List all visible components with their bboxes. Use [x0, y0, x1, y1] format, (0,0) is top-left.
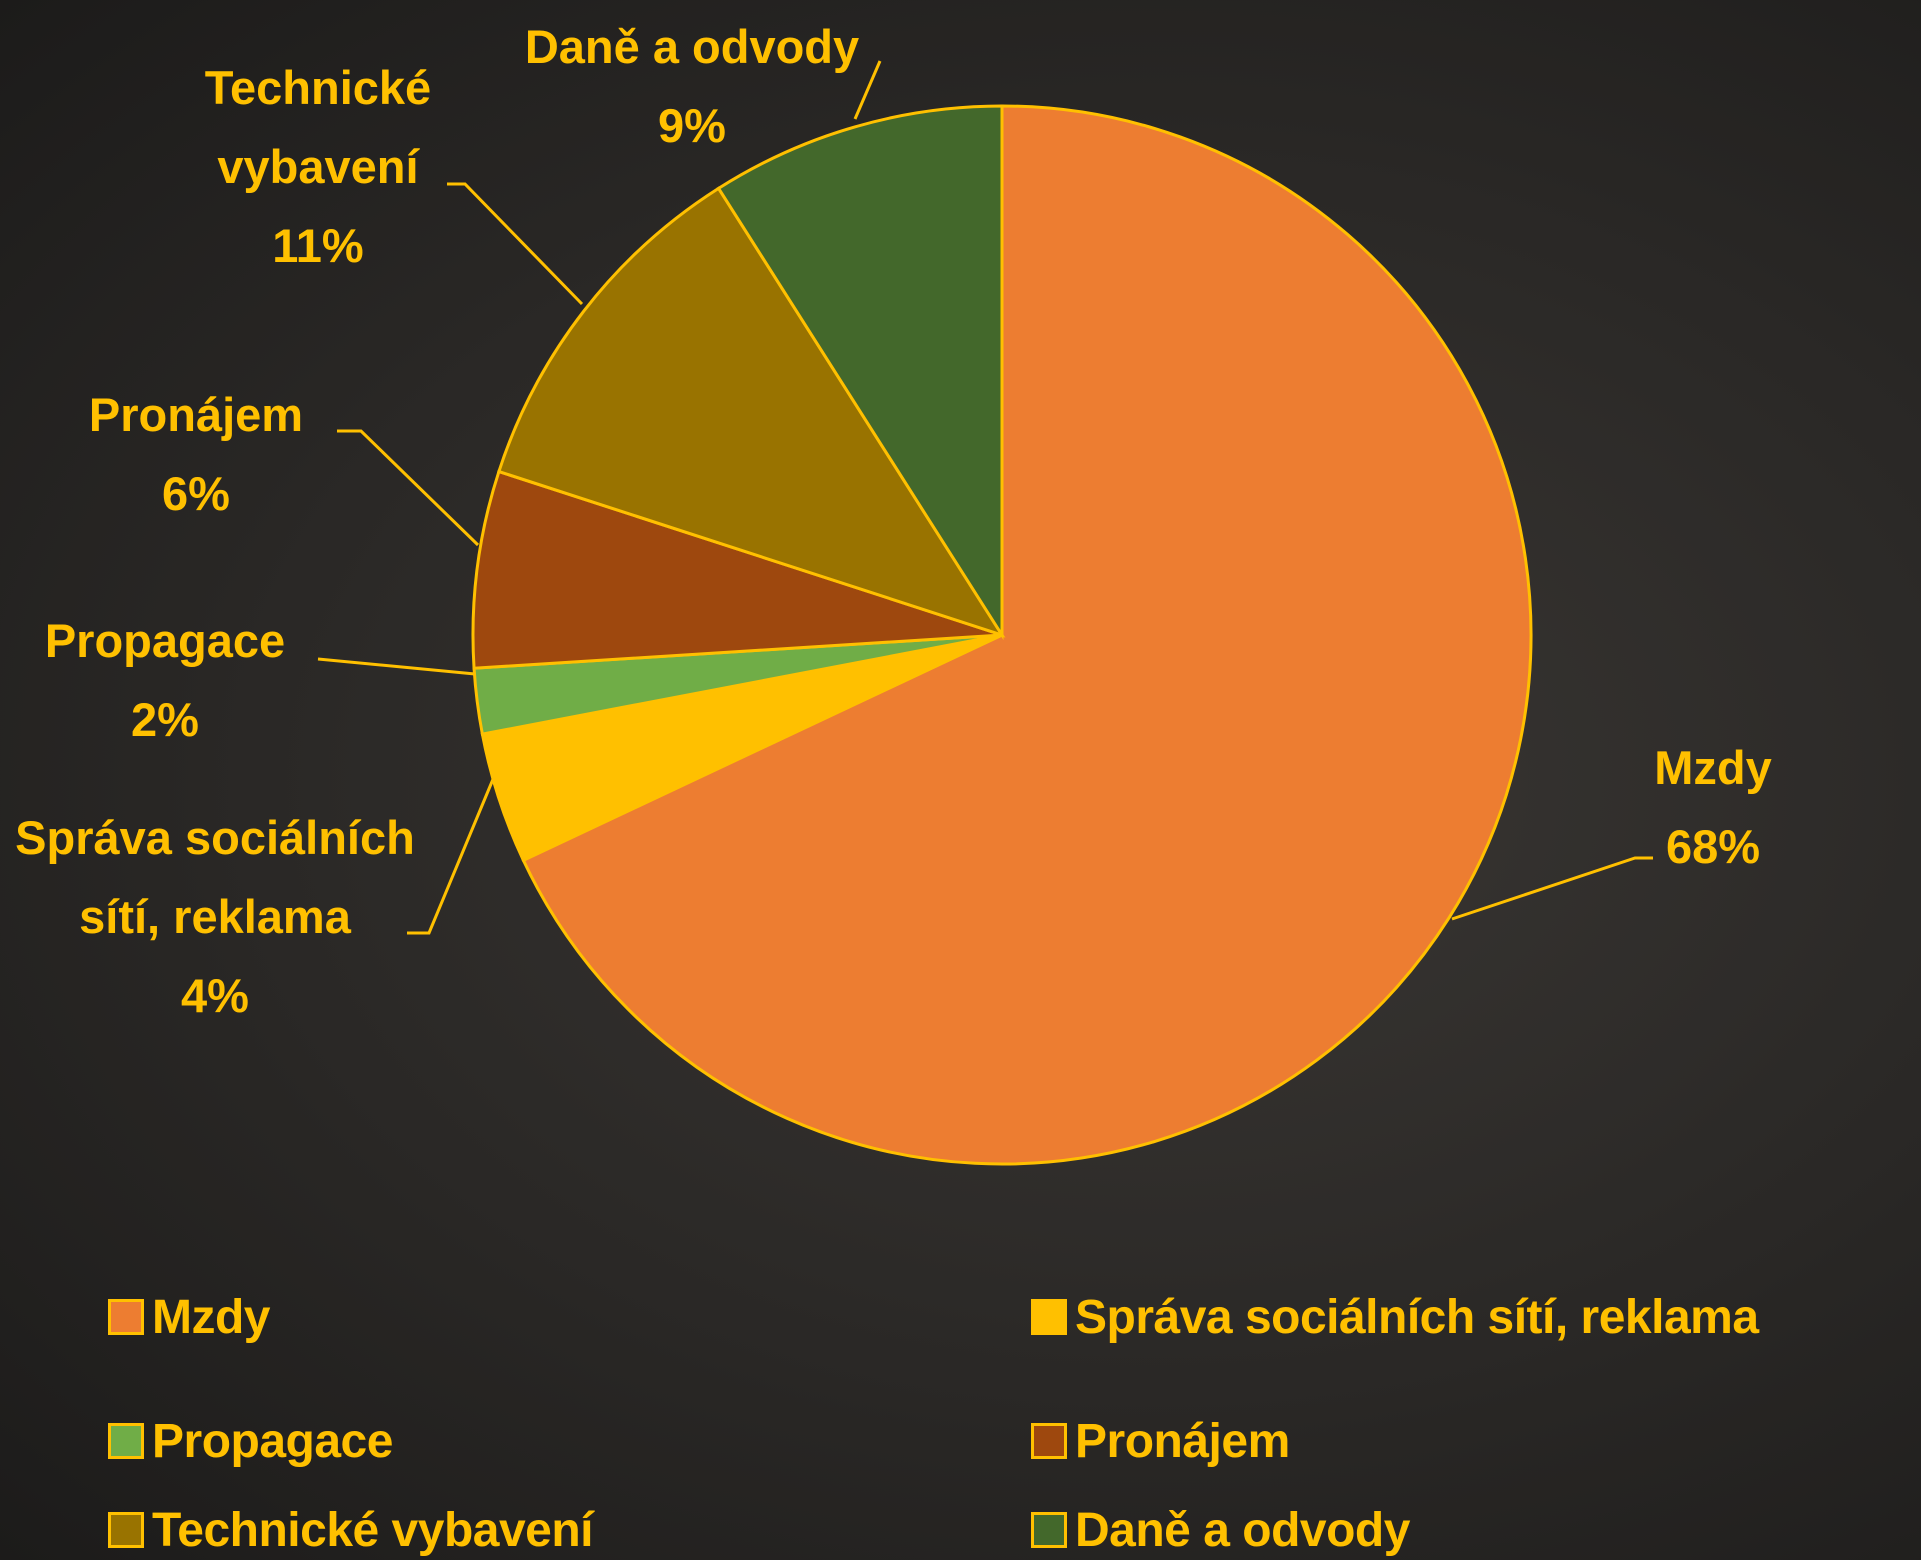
legend-label: Správa sociálních sítí, reklama	[1075, 1290, 1759, 1344]
legend-swatch	[108, 1299, 144, 1335]
pie-slice	[716, 104, 1004, 641]
legend-swatch	[1031, 1512, 1067, 1548]
data-label: Pronájem 6%	[0, 375, 396, 533]
pie	[471, 104, 1533, 1166]
data-label-name: Propagace	[44, 614, 286, 667]
legend-label: Pronájem	[1075, 1414, 1290, 1468]
data-label-value: 68%	[1665, 820, 1761, 873]
legend-label: Mzdy	[152, 1290, 271, 1344]
pie-slice	[521, 104, 1533, 1166]
legend-label: Technické vybavení	[152, 1503, 594, 1557]
legend-label: Daně a odvody	[1075, 1503, 1410, 1557]
legend-swatch	[108, 1423, 144, 1459]
legend-item: Mzdy	[108, 1287, 271, 1347]
data-label: Technické vybavení 11%	[153, 48, 483, 285]
data-label-value: 11%	[272, 219, 364, 272]
legend-swatch	[1031, 1423, 1067, 1459]
leader-line	[853, 60, 882, 120]
data-label-name: Správa sociálních sítí, reklama	[15, 811, 415, 943]
data-label: Mzdy 68%	[1513, 728, 1913, 886]
data-label-name: Pronájem	[88, 388, 304, 441]
data-label: Správa sociálních sítí, reklama 4%	[0, 798, 435, 1035]
legend-swatch	[108, 1512, 144, 1548]
data-label: Daně a odvody 9%	[442, 7, 942, 165]
leader-line	[1451, 856, 1653, 921]
leader-line	[407, 771, 498, 935]
legend-item: Správa sociálních sítí, reklama	[1031, 1287, 1759, 1347]
leader-lines	[317, 60, 1653, 935]
data-label: Propagace 2%	[0, 601, 365, 759]
legend-item: Propagace	[108, 1411, 393, 1471]
data-label-value: 2%	[131, 693, 199, 746]
legend-swatch	[1031, 1299, 1067, 1335]
pie-slice	[471, 469, 1003, 670]
legend-item: Technické vybavení	[108, 1500, 594, 1560]
data-label-name: Mzdy	[1654, 741, 1772, 794]
legend-item: Pronájem	[1031, 1411, 1290, 1471]
data-label-name: Technické vybavení	[204, 61, 432, 193]
pie-slice	[497, 186, 1006, 638]
leader-line	[337, 429, 480, 547]
data-label-value: 6%	[162, 467, 230, 520]
leader-line	[317, 657, 476, 676]
data-label-value: 9%	[658, 99, 726, 152]
data-label-value: 4%	[181, 969, 249, 1022]
legend-item: Daně a odvody	[1031, 1500, 1410, 1560]
data-label-name: Daně a odvody	[524, 20, 860, 73]
leader-line	[447, 182, 584, 306]
legend-label: Propagace	[152, 1414, 393, 1468]
